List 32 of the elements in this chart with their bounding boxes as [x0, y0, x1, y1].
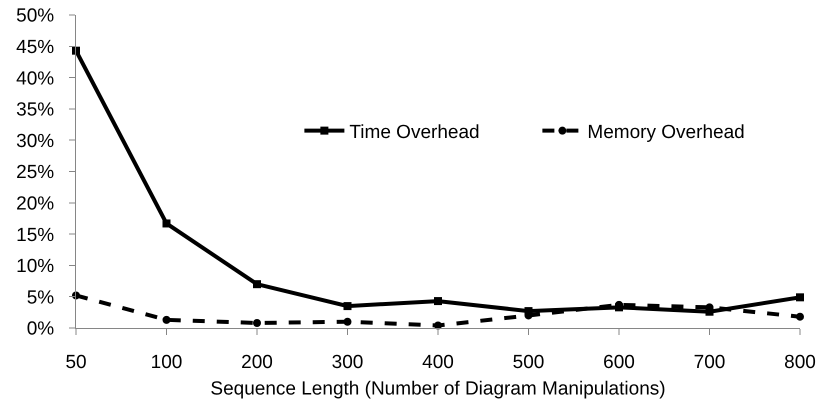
y-tick-label: 50%	[16, 6, 54, 27]
point	[253, 318, 261, 327]
point	[162, 219, 170, 228]
x-tick-label: 400	[422, 352, 454, 373]
legend-label: Time Overhead	[349, 122, 480, 144]
x-tick-label: 100	[150, 352, 182, 373]
x-tick-label: 200	[241, 352, 273, 373]
y-tick-label: 0%	[26, 318, 54, 340]
x-tick-label: 600	[603, 352, 635, 373]
y-tick-label: 45%	[16, 36, 54, 58]
point	[344, 302, 352, 310]
x-tick-label: 800	[784, 352, 816, 373]
point	[796, 312, 804, 321]
x-axis-title: Sequence Length (Number of Diagram Manipulations)	[210, 378, 666, 400]
x-tick-label: 300	[332, 352, 364, 373]
x-tick-label: 50	[65, 352, 87, 373]
point	[796, 293, 804, 302]
y-tick-label: 10%	[16, 256, 54, 278]
legend-label: Memory Overhead	[587, 122, 745, 144]
point	[162, 316, 170, 324]
point	[253, 280, 261, 288]
x-tick-label: 500	[512, 352, 544, 373]
point	[434, 297, 442, 306]
y-tick-label: 15%	[16, 224, 54, 246]
y-tick-label: 5%	[26, 287, 54, 308]
point	[344, 318, 352, 326]
y-tick-label: 20%	[16, 193, 54, 214]
y-tick-label: 25%	[16, 162, 54, 184]
y-tick-label: 35%	[16, 100, 54, 121]
y-tick-label: 40%	[16, 68, 54, 90]
y-tick-label: 30%	[16, 130, 54, 152]
x-tick-label: 700	[694, 352, 726, 373]
